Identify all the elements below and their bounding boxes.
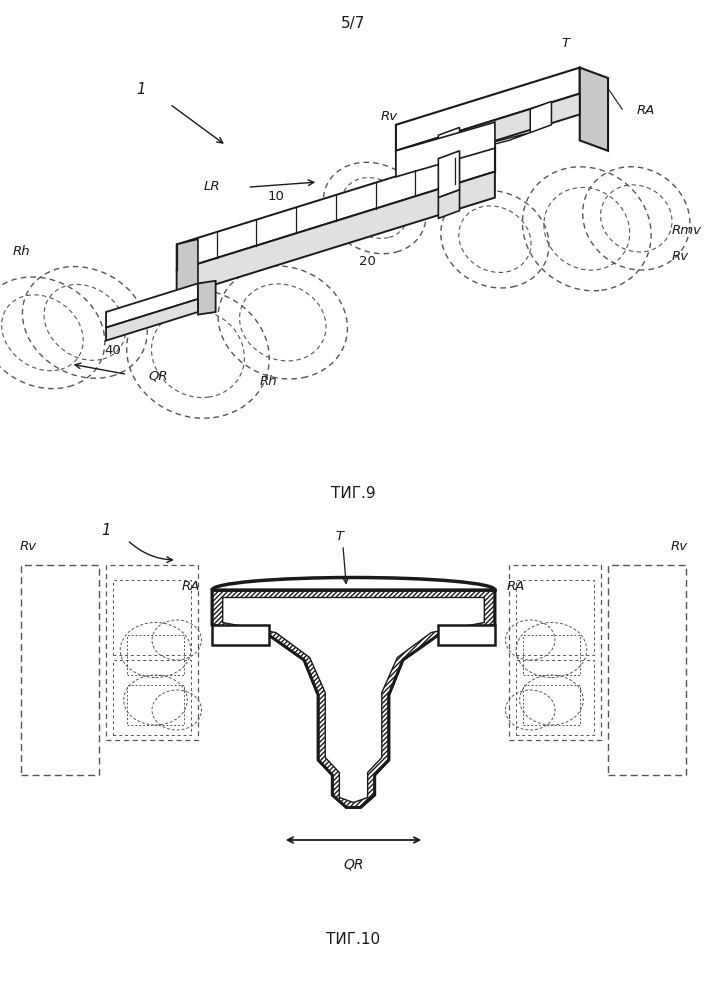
Bar [516,660,594,735]
Polygon shape [438,151,460,198]
Polygon shape [438,190,460,218]
Text: Rv: Rv [20,540,37,553]
Bar [106,565,198,740]
Text: Rh: Rh [260,375,277,388]
Polygon shape [438,133,530,159]
Text: Rv: Rv [670,540,687,553]
Bar [523,635,580,675]
Text: 10: 10 [267,190,284,203]
Polygon shape [530,101,551,133]
Text: 1: 1 [136,82,146,97]
Bar [509,565,601,740]
Text: 20: 20 [359,255,376,268]
Bar [113,580,191,655]
Text: Rv: Rv [380,110,397,123]
Text: Rv: Rv [672,250,689,263]
Text: Rh: Rh [13,245,30,258]
Polygon shape [223,597,484,802]
Bar [608,565,686,775]
Text: RA: RA [182,580,200,593]
Text: T: T [335,530,344,543]
Bar [127,635,184,675]
Text: T: T [561,37,570,50]
Polygon shape [177,172,495,296]
Text: ΤИГ.10: ΤИГ.10 [327,932,380,948]
Text: QR: QR [148,370,168,383]
Text: 40: 40 [105,344,122,357]
Polygon shape [580,68,608,151]
Polygon shape [438,127,460,159]
Text: RA: RA [636,104,655,117]
Polygon shape [396,68,580,151]
Bar [516,580,594,655]
Text: 5/7: 5/7 [341,16,366,31]
Polygon shape [212,625,269,645]
Polygon shape [212,590,495,808]
Bar [21,565,99,775]
Text: ΤИГ.9: ΤИГ.9 [331,487,376,502]
Bar [523,685,580,725]
Text: QR: QR [344,857,363,871]
Polygon shape [177,146,495,270]
Polygon shape [106,283,198,328]
Polygon shape [396,122,495,177]
Text: RA: RA [507,580,525,593]
Polygon shape [177,239,198,296]
Polygon shape [396,94,580,172]
Polygon shape [198,281,216,315]
Polygon shape [438,625,495,645]
Text: LR: LR [204,180,221,193]
Text: Rmv: Rmv [672,224,701,237]
Text: 1: 1 [101,523,111,538]
Polygon shape [106,299,198,341]
Bar [113,660,191,735]
Bar [127,685,184,725]
